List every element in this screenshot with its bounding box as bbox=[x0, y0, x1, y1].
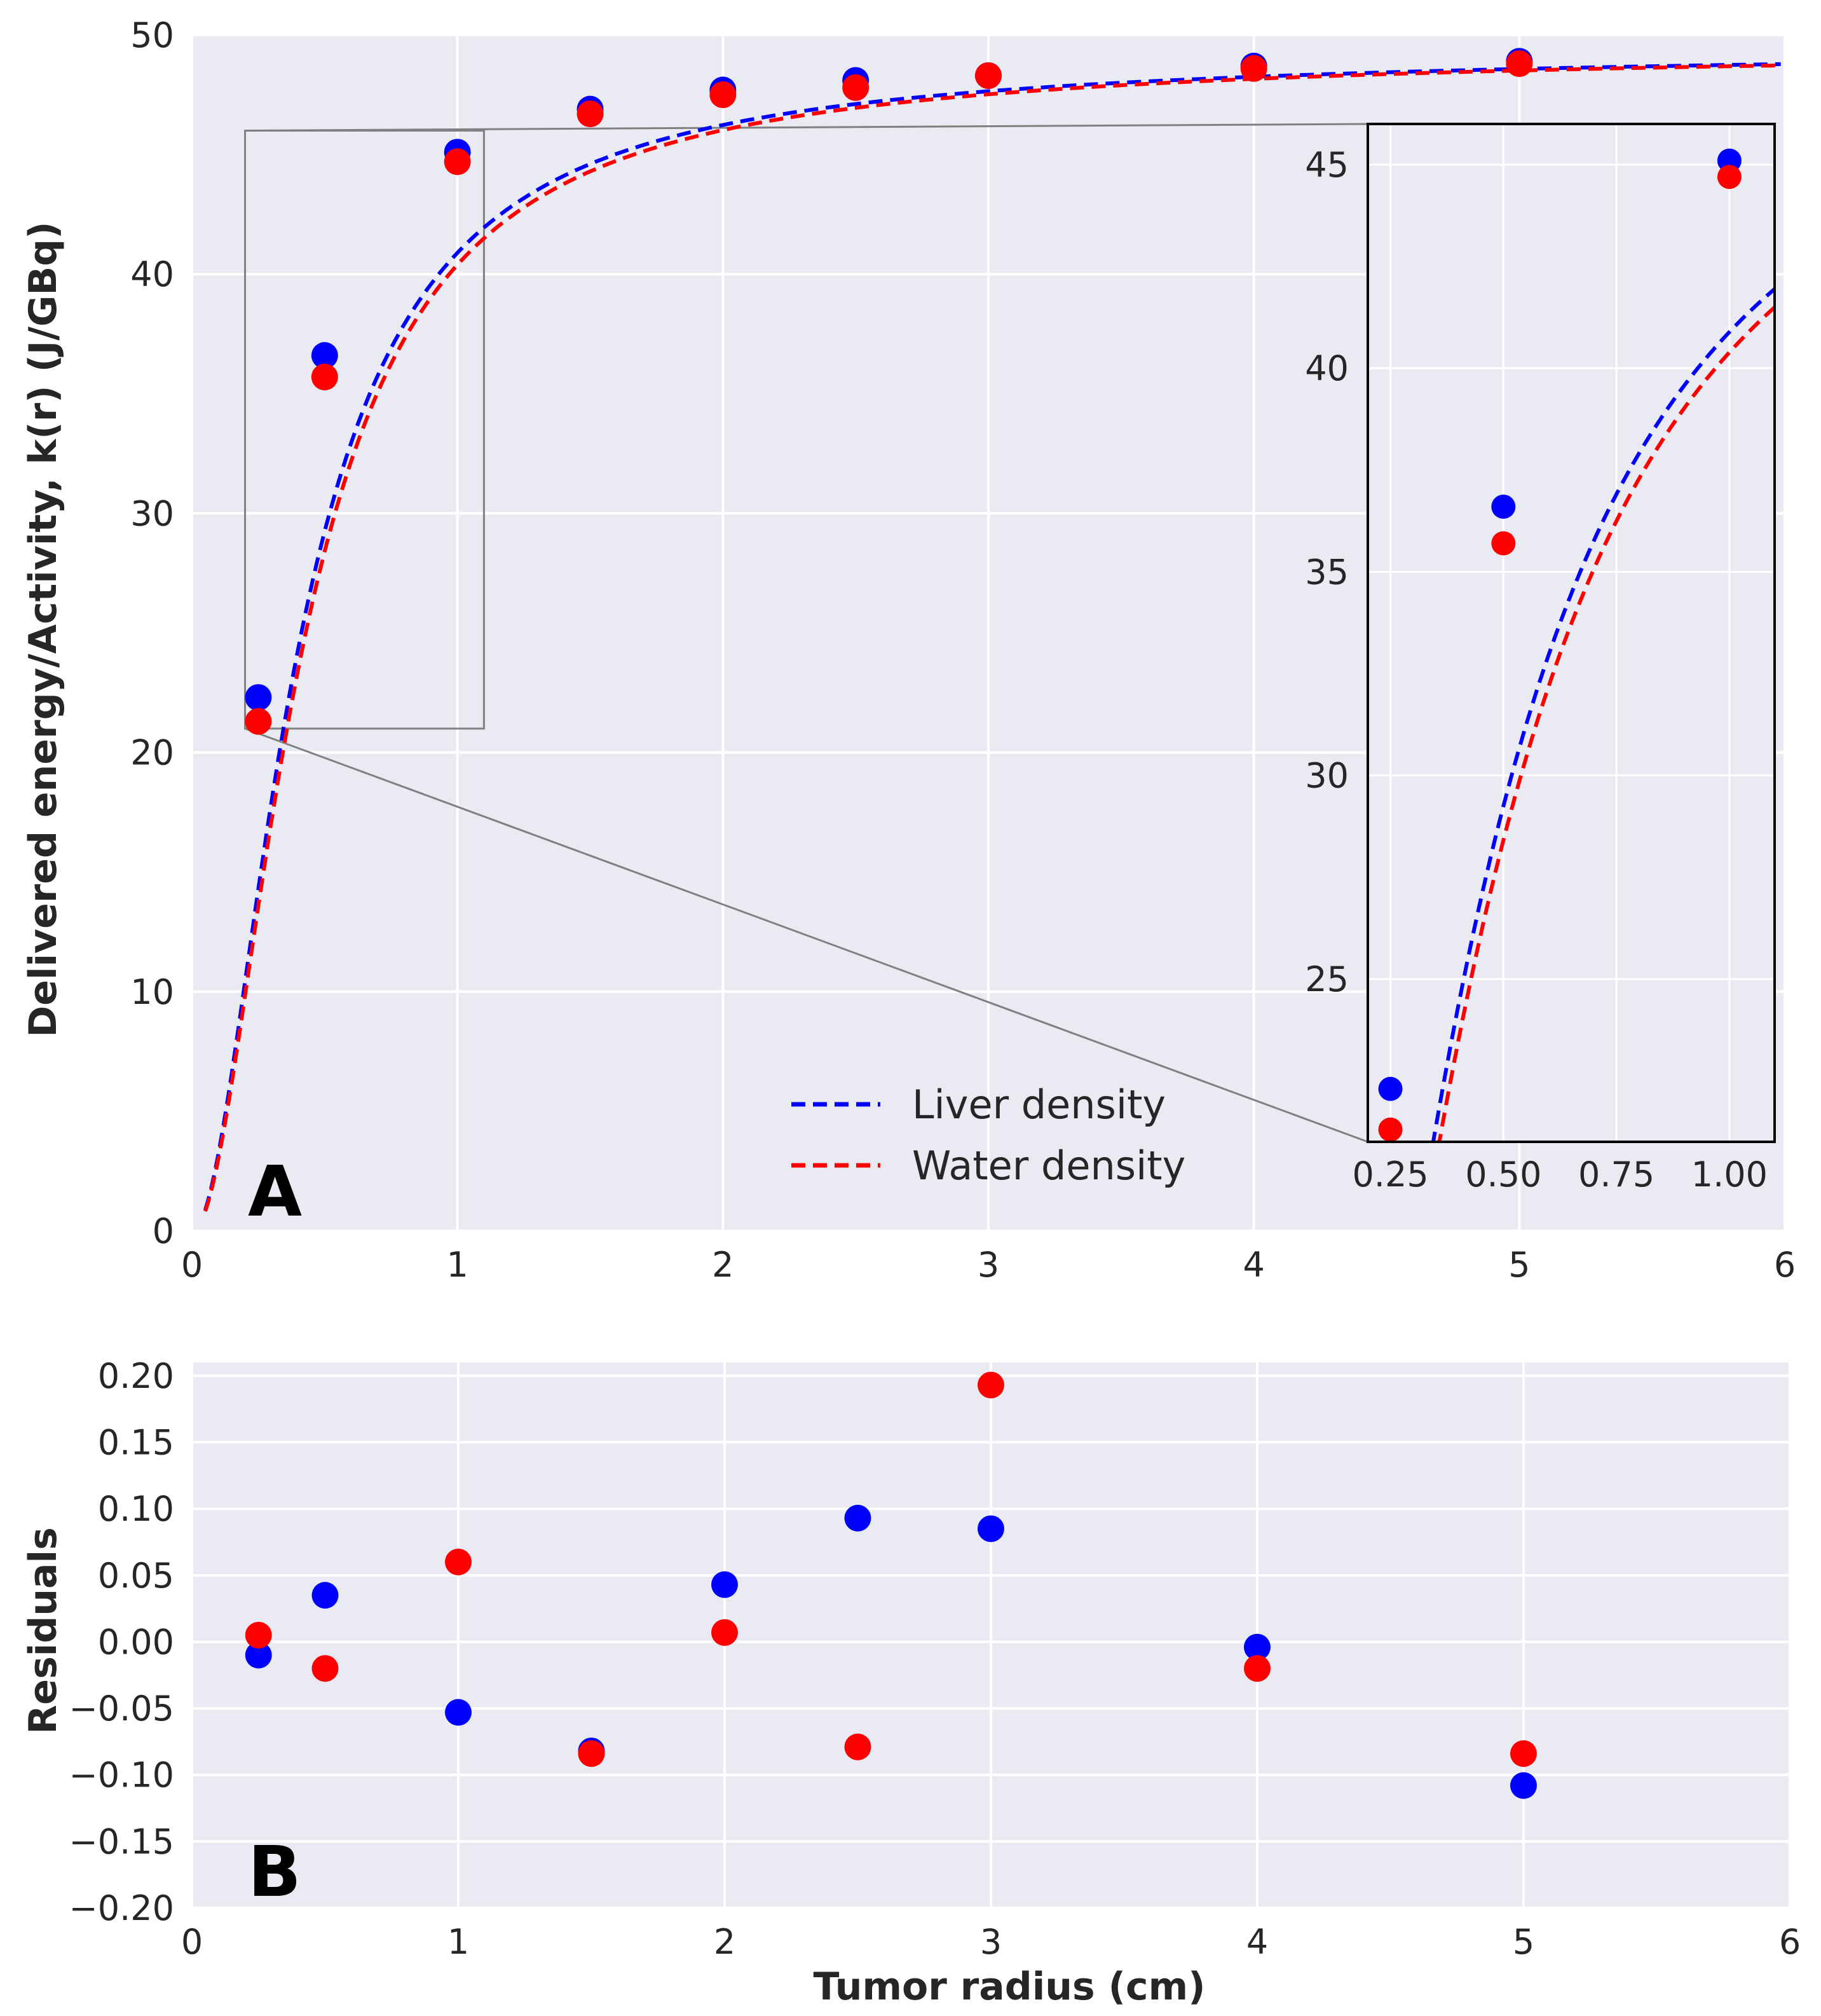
inset-data-point-water bbox=[1491, 531, 1516, 556]
data-point-water bbox=[444, 148, 471, 175]
residual-point-water bbox=[1244, 1655, 1271, 1682]
zoom-inset: 0.25 0.50 0.75 1.00 25 30 35 40 45 bbox=[1305, 123, 1776, 1195]
panel-b-x-tick-label: 6 bbox=[1779, 1922, 1801, 1962]
panel-b-x-axis-label: Tumor radius (cm) bbox=[813, 1965, 1205, 2009]
inset-fit-curve-liver bbox=[1431, 287, 1775, 1142]
inset-background bbox=[1368, 124, 1775, 1142]
inset-y-tick-label: 40 bbox=[1305, 348, 1349, 388]
residual-point-water bbox=[578, 1740, 605, 1767]
panel-b-x-tick-label: 4 bbox=[1246, 1922, 1268, 1962]
panel-a-y-tick-label: 0 bbox=[153, 1211, 174, 1251]
panel-a-y-tick-label: 10 bbox=[130, 972, 174, 1012]
panel-b-x-tick-label: 3 bbox=[980, 1922, 1002, 1962]
data-point-water bbox=[709, 81, 737, 109]
panel-b-x-tick-label: 0 bbox=[181, 1922, 203, 1962]
zoom-connector-bottom bbox=[245, 727, 1368, 1143]
residual-point-liver bbox=[1244, 1633, 1271, 1661]
panel-a-x-tick-label: 4 bbox=[1243, 1245, 1264, 1285]
inset-y-tick-label: 25 bbox=[1305, 959, 1349, 999]
residual-point-water bbox=[245, 1622, 272, 1649]
residual-point-water bbox=[311, 1655, 339, 1682]
residual-point-water bbox=[978, 1371, 1004, 1399]
panel-b-y-axis-label: Residuals bbox=[21, 1527, 65, 1734]
fit-curve-liver bbox=[203, 62, 1781, 1210]
data-point-water bbox=[576, 100, 604, 128]
panel-b-x-tick-label: 2 bbox=[714, 1922, 735, 1962]
panel-a-x-tick-label: 5 bbox=[1508, 1245, 1530, 1285]
residual-point-liver bbox=[711, 1571, 738, 1598]
data-point-water bbox=[1240, 55, 1267, 82]
inset-y-tick-label: 45 bbox=[1305, 145, 1349, 185]
residual-point-liver bbox=[844, 1504, 871, 1532]
inset-content bbox=[1378, 148, 1775, 1142]
residual-point-liver bbox=[245, 1642, 272, 1669]
inset-fit-curve-water bbox=[1437, 306, 1775, 1142]
panel-b-y-tick-label: −0.10 bbox=[69, 1755, 174, 1795]
residual-point-liver bbox=[445, 1699, 472, 1726]
panel-a-y-axis-label: Delivered energy/Activity, k(r) (J/GBq) bbox=[21, 221, 65, 1037]
data-point-water bbox=[975, 62, 1002, 89]
panel-a-y-tick-label: 30 bbox=[130, 493, 174, 533]
inset-data-point-water bbox=[1378, 1117, 1403, 1142]
panel-b-y-tick-label: −0.15 bbox=[69, 1821, 174, 1862]
panel-label-b: B bbox=[248, 1831, 301, 1912]
panel-a-y-tick-label: 20 bbox=[130, 733, 174, 773]
panel-a-x-tick-label: 0 bbox=[181, 1245, 203, 1285]
panel-a-fit-curves bbox=[203, 62, 1781, 1212]
panel-a-y-tick-label: 40 bbox=[130, 254, 174, 294]
panel-label-a: A bbox=[248, 1151, 302, 1232]
panel-a-x-tick-label: 2 bbox=[712, 1245, 733, 1285]
panel-b-tick-labels: 0 1 2 3 4 5 6 −0.20 −0.15 −0.10 −0.05 0.00 0.05 0.10 0… bbox=[69, 1356, 1801, 1962]
inset-x-tick-label: 0.75 bbox=[1578, 1155, 1654, 1195]
panel-a-x-tick-label: 3 bbox=[978, 1245, 999, 1285]
panel-b-y-tick-label: 0.20 bbox=[98, 1356, 174, 1396]
data-point-water bbox=[842, 74, 870, 101]
data-point-water bbox=[245, 708, 272, 735]
panel-a-data-points bbox=[245, 48, 1533, 735]
panel-b-data-points bbox=[245, 1371, 1537, 1799]
inset-x-tick-label: 0.50 bbox=[1465, 1155, 1541, 1195]
inset-data-point-water bbox=[1717, 165, 1742, 189]
inset-y-tick-label: 35 bbox=[1305, 552, 1349, 592]
data-point-water bbox=[311, 363, 338, 390]
data-point-liver bbox=[311, 342, 338, 369]
residual-point-liver bbox=[311, 1582, 339, 1609]
zoom-connector-top bbox=[245, 123, 1368, 132]
residual-point-liver bbox=[1510, 1772, 1537, 1799]
data-point-water bbox=[1506, 50, 1533, 78]
inset-x-tick-label: 1.00 bbox=[1691, 1155, 1768, 1195]
panel-a-x-tick-label: 6 bbox=[1774, 1245, 1796, 1285]
legend-label-water: Water density bbox=[912, 1142, 1185, 1189]
data-point-liver bbox=[245, 684, 272, 711]
fit-curve-water bbox=[203, 63, 1781, 1212]
panel-a-y-tick-label: 50 bbox=[130, 15, 174, 55]
panel-b-y-tick-label: −0.20 bbox=[69, 1888, 174, 1928]
inset-frame bbox=[1367, 123, 1776, 1143]
inset-data-point-liver bbox=[1378, 1076, 1403, 1101]
residual-point-water bbox=[445, 1548, 472, 1575]
panel-b-y-tick-label: −0.05 bbox=[69, 1689, 174, 1729]
residual-point-water bbox=[1510, 1740, 1537, 1767]
residual-point-water bbox=[711, 1619, 738, 1646]
inset-data-point-liver bbox=[1491, 494, 1516, 519]
panel-b-x-tick-label: 1 bbox=[447, 1922, 469, 1962]
legend-label-liver: Liver density bbox=[912, 1081, 1166, 1128]
residual-point-liver bbox=[978, 1515, 1004, 1542]
panel-a-x-tick-label: 1 bbox=[446, 1245, 468, 1285]
panel-b-y-tick-label: 0.10 bbox=[98, 1489, 174, 1529]
zoom-region-indicator bbox=[244, 123, 1368, 1143]
legend: Liver density Water density bbox=[791, 1081, 1185, 1189]
panel-b-y-tick-label: 0.05 bbox=[98, 1556, 174, 1596]
panel-b-y-tick-label: 0.00 bbox=[98, 1622, 174, 1662]
residual-point-water bbox=[844, 1733, 871, 1760]
panel-b-chart: 0 1 2 3 4 5 6 −0.20 −0.15 −0.10 −0.05 0.00 0.05 0.10 0… bbox=[21, 1356, 1801, 2009]
inset-x-tick-label: 0.25 bbox=[1352, 1155, 1428, 1195]
panel-b-y-tick-label: 0.15 bbox=[98, 1423, 174, 1463]
inset-y-tick-label: 30 bbox=[1305, 756, 1349, 796]
panel-b-x-tick-label: 5 bbox=[1513, 1922, 1534, 1962]
